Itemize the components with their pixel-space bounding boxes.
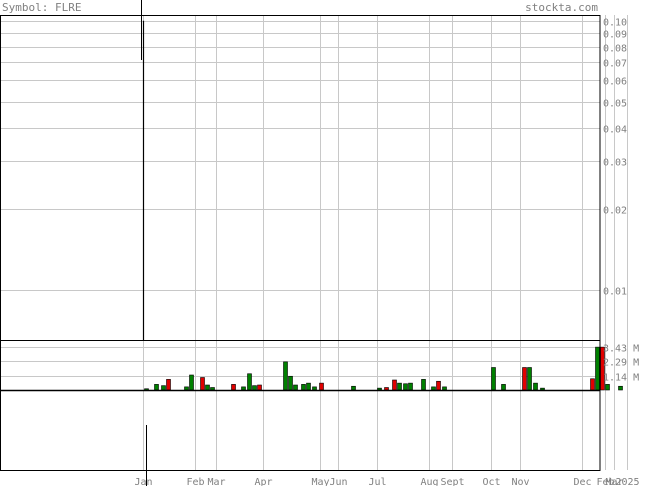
volume-bar xyxy=(533,382,538,391)
volume-bar xyxy=(421,379,426,391)
month-label: Apr xyxy=(254,477,272,486)
volume-bar xyxy=(319,382,324,391)
volume-tick-label: 1.14 M xyxy=(603,373,639,384)
volume-bar xyxy=(377,387,382,391)
volume-bar xyxy=(288,375,293,391)
month-label: Mar xyxy=(207,477,225,486)
volume-bar xyxy=(540,387,545,391)
volume-bar xyxy=(595,346,600,391)
month-label: Feb xyxy=(186,477,204,486)
volume-bar xyxy=(184,386,189,391)
y-axis-labels: 0.100.09 0.08 0.07 0.06 0.05 0.04 0.03 0.02 0.01… xyxy=(603,18,639,384)
month-label: Mar xyxy=(605,477,623,486)
price-tick-label: 0.10 xyxy=(603,18,627,29)
month-label: Jul xyxy=(368,477,386,486)
volume-bar xyxy=(312,386,317,391)
volume-tick-label: 3.43 M xyxy=(603,344,639,355)
volume-bar xyxy=(257,384,262,391)
price-tick-label: 0.05 xyxy=(603,99,627,110)
volume-bar xyxy=(154,384,159,391)
volume-bar xyxy=(605,384,610,391)
month-label: 2025 xyxy=(615,477,639,486)
chart-border xyxy=(0,15,601,471)
month-label: Dec xyxy=(573,477,591,486)
month-label: Feb xyxy=(596,477,614,486)
volume-bar xyxy=(436,380,441,391)
volume-bar xyxy=(200,377,205,391)
volume-bar xyxy=(397,382,402,391)
site-label: stockta.com xyxy=(525,1,598,14)
volume-bar xyxy=(431,386,436,391)
price-tick-label: 0.06 xyxy=(603,77,627,88)
volume-bar xyxy=(161,385,166,391)
volume-bar xyxy=(501,384,506,391)
grid-lines xyxy=(0,15,628,470)
volume-bar xyxy=(189,374,194,391)
month-label: May xyxy=(311,477,329,486)
price-tick-label: 0.03 xyxy=(603,158,627,169)
volume-bar xyxy=(306,382,311,391)
volume-bar xyxy=(241,386,246,391)
volume-bar xyxy=(403,383,408,391)
volume-bar xyxy=(351,385,356,391)
price-tick-label: 0.02 xyxy=(603,206,627,217)
month-label: Jun xyxy=(329,477,347,486)
volume-bar xyxy=(590,378,595,391)
volume-bar xyxy=(527,367,532,391)
volume-bar xyxy=(293,384,298,391)
volume-tick-label: 2.29 M xyxy=(603,358,639,369)
month-label: Oct xyxy=(482,477,500,486)
month-label: Nov xyxy=(511,477,529,486)
volume-bar xyxy=(283,361,288,391)
symbol-label: Symbol: FLRE xyxy=(2,1,81,14)
month-label: Sept xyxy=(440,477,464,486)
volume-bar xyxy=(442,386,447,391)
volume-bar xyxy=(252,385,257,391)
price-tick-label: 0.01 xyxy=(603,287,627,298)
price-tick-label: 0.08 xyxy=(603,44,627,55)
price-tick-label: 0.07 xyxy=(603,59,627,70)
volume-bar xyxy=(522,367,527,391)
volume-bar xyxy=(384,387,389,391)
volume-bar xyxy=(618,385,623,391)
volume-bar xyxy=(392,379,397,391)
month-label: Jan xyxy=(134,477,152,486)
x-axis-labels: Jan Feb Mar Apr May Jun Jul Aug Sept Oct Nov Dec Feb… xyxy=(134,477,639,486)
price-series xyxy=(141,0,147,486)
volume-bar xyxy=(231,384,236,391)
volume-bar xyxy=(166,379,171,391)
month-label: Aug xyxy=(420,477,438,486)
volume-bar xyxy=(247,373,252,391)
volume-bar xyxy=(210,387,215,391)
price-tick-label: 0.09 xyxy=(603,30,627,41)
volume-bar xyxy=(301,384,306,391)
volume-bar xyxy=(408,382,413,391)
price-tick-label: 0.04 xyxy=(603,125,627,136)
volume-bar xyxy=(491,367,496,391)
chart-frames xyxy=(0,15,601,471)
volume-bar xyxy=(205,384,210,391)
